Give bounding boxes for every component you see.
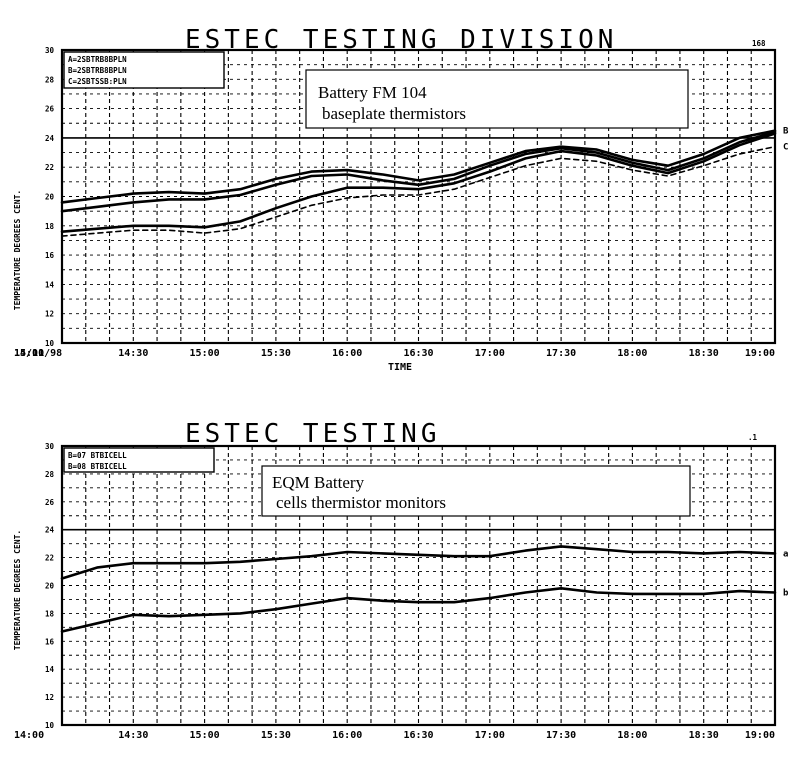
series-label: C [783,143,788,153]
date-label: 15/11/98 [14,348,62,359]
y-tick-label: 12 [45,310,54,319]
series-label: B [783,127,789,137]
x-tick-label: 17:30 [546,730,576,741]
corner-label: .1 [748,433,758,442]
y-tick-label: 18 [45,222,55,231]
y-tick-label: 22 [45,163,54,172]
series-line [60,132,777,233]
annotation-line: Battery FM 104 [318,83,427,102]
chart-baseplate-thermistors: ESTEC TESTING DIVISION 168 TEMPERATURE D… [13,25,789,373]
legend-entry: C=2SBTSSB:PLN [68,77,127,86]
x-tick-label: 17:30 [546,348,576,359]
x-tick-label: 14:30 [118,730,148,741]
x-tick-label: 14:00 [14,730,44,741]
x-tick-label: 14:00 [14,348,44,359]
y-tick-label: 16 [45,637,55,646]
legend-box [63,447,215,473]
chart-cells-thermistor-monitors: ESTEC TESTING .1 TEMPERATURE DEGREES CEN… [13,419,789,741]
x-tick-label: 15:30 [261,348,291,359]
y-tick-label: 30 [45,46,55,55]
y-tick-label: 28 [45,470,55,479]
annotation-line: baseplate thermistors [322,104,466,123]
legend: B=07 BTBICELL B=08 BTBICELL [63,447,215,473]
x-tick-label: 18:00 [617,730,647,741]
legend-box [63,51,225,89]
x-tick-label: 19:00 [745,730,775,741]
legend-entry: B=07 BTBICELL [68,451,127,460]
series-line [60,545,777,580]
x-tick-label: 18:00 [617,348,647,359]
x-tick-label: 16:00 [332,730,362,741]
plot-frame [60,48,777,345]
annotation-line: EQM Battery [272,473,365,492]
y-axis-label: TEMPERATURE DEGREES CENT. [13,190,22,310]
y-tick-label: 10 [45,721,55,730]
y-tick-label: 26 [45,498,55,507]
x-tick-label: 17:00 [475,730,505,741]
legend: A=2SBTRB8BPLN B=2SBTRB8BPLN C=2SBTSSB:PL… [63,51,225,89]
legend-entry: B=08 BTBICELL [68,462,127,471]
chart-title: ESTEC TESTING [185,419,441,449]
y-tick-label: 24 [45,134,55,143]
y-tick-label: 20 [45,582,55,591]
y-tick-label: 10 [45,339,55,348]
series-line [60,129,777,204]
series-label: b [783,588,789,598]
annotation: EQM Battery cells thermistor monitors [261,465,691,517]
y-tick-label: 28 [45,75,55,84]
y-tick-label: 30 [45,442,55,451]
y-tick-label: 16 [45,251,55,260]
x-tick-label: 16:30 [403,348,433,359]
y-axis-label: TEMPERATURE DEGREES CENT. [13,530,22,650]
legend-entry: A=2SBTRB8BPLN [68,55,127,64]
x-tick-label: 19:00 [745,348,775,359]
y-tick-label: 14 [45,665,55,674]
series-label: a [783,549,788,559]
annotation-line: cells thermistor monitors [276,493,446,512]
x-tick-label: 16:00 [332,348,362,359]
y-tick-label: 26 [45,105,55,114]
y-tick-label: 24 [45,526,55,535]
x-tick-label: 15:00 [190,730,220,741]
series-line [60,130,777,213]
y-tick-label: 18 [45,609,55,618]
x-axis-label: TIME [388,362,412,373]
x-tick-label: 17:00 [475,348,505,359]
y-tick-label: 22 [45,554,54,563]
legend-entry: B=2SBTRB8BPLN [68,66,127,75]
plot-frame [60,444,777,727]
y-tick-label: 12 [45,693,54,702]
x-tick-label: 16:30 [403,730,433,741]
x-tick-label: 18:30 [689,348,719,359]
series-line [61,145,776,237]
annotation-box [261,465,691,517]
corner-label: 168 [752,39,766,48]
annotation-box [305,69,689,129]
x-tick-label: 14:30 [118,348,148,359]
y-tick-label: 14 [45,280,55,289]
x-tick-label: 18:30 [689,730,719,741]
y-tick-label: 20 [45,193,55,202]
x-tick-label: 15:00 [190,348,220,359]
annotation: Battery FM 104 baseplate thermistors [305,69,689,129]
series-line [60,587,777,633]
x-tick-label: 15:30 [261,730,291,741]
